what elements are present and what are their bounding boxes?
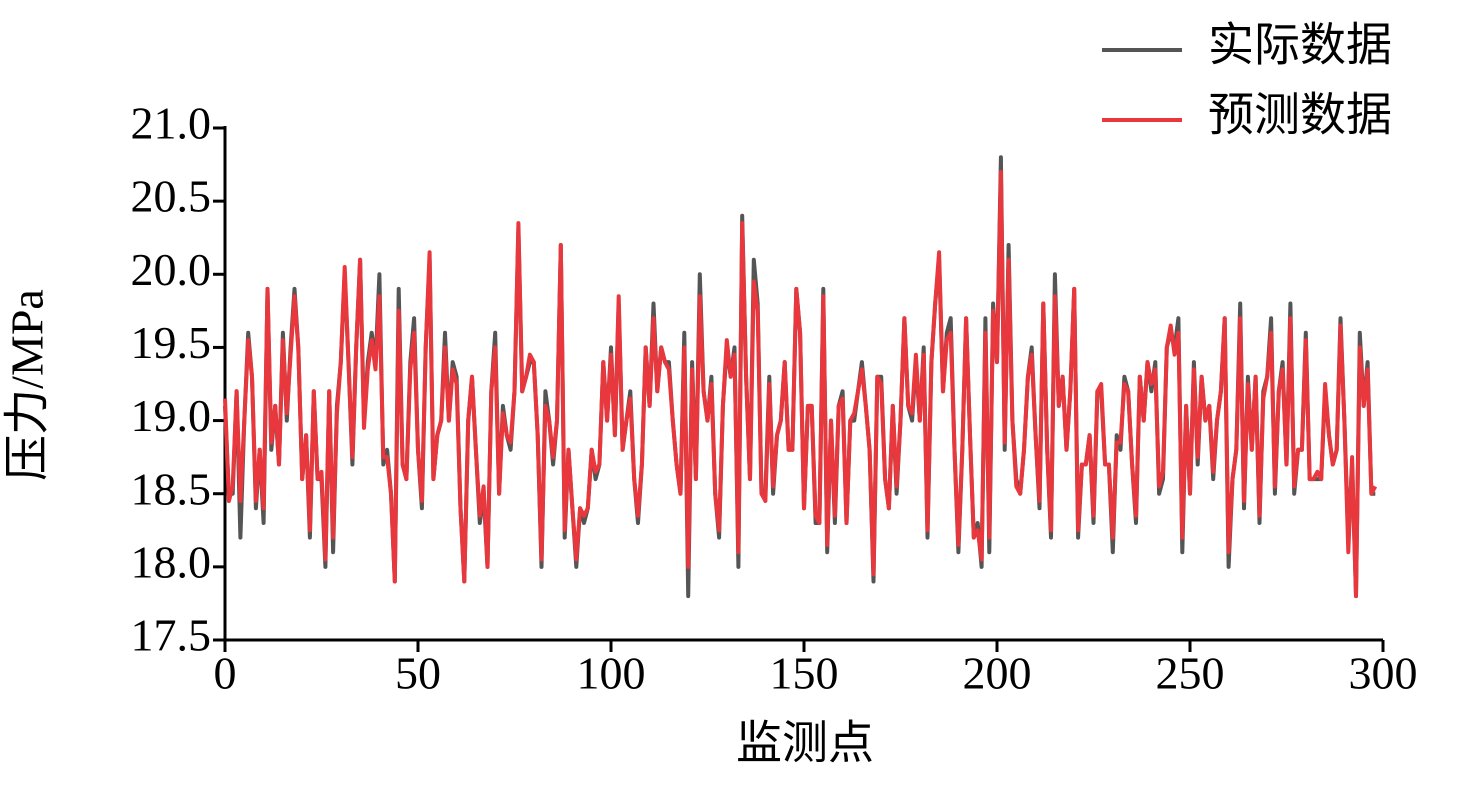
legend-label: 预测数据 <box>1208 90 1392 141</box>
legend-label: 实际数据 <box>1208 20 1392 71</box>
y-tick-label: 18.0 <box>131 536 212 587</box>
x-tick-label: 100 <box>577 648 646 699</box>
y-tick-label: 18.5 <box>131 463 212 514</box>
x-axis-label: 监测点 <box>736 718 874 769</box>
x-tick-label: 300 <box>1349 648 1418 699</box>
x-tick-label: 50 <box>395 648 441 699</box>
y-tick-label: 20.5 <box>131 171 212 222</box>
x-tick-label: 150 <box>770 648 839 699</box>
y-tick-label: 20.0 <box>131 244 212 295</box>
y-tick-label: 19.5 <box>131 317 212 368</box>
y-tick-label: 21.0 <box>131 98 212 149</box>
y-axis-label: 压力/MPa <box>2 289 53 481</box>
x-tick-label: 200 <box>963 648 1032 699</box>
y-tick-label: 19.0 <box>131 390 212 441</box>
y-tick-label: 17.5 <box>131 610 212 661</box>
x-tick-label: 250 <box>1156 648 1225 699</box>
series-line <box>223 169 1378 599</box>
x-tick-label: 0 <box>214 648 237 699</box>
